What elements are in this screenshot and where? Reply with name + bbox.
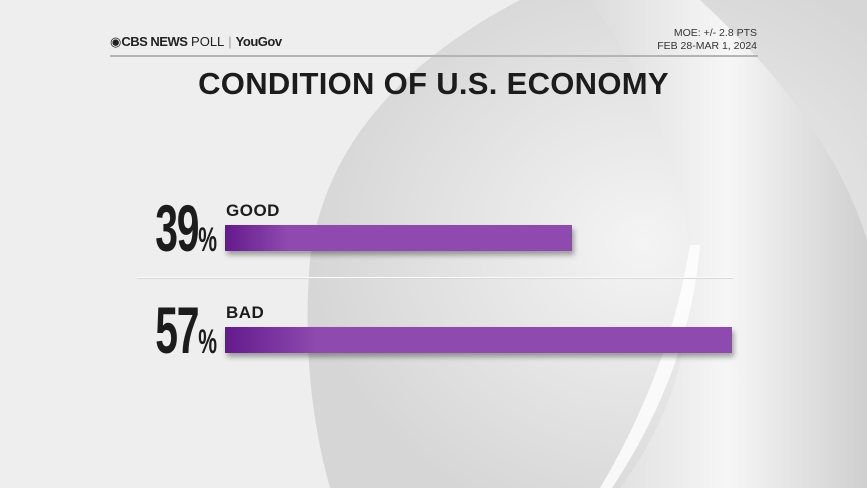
header-rule: [110, 55, 758, 57]
cbs-eye-icon: ◉: [110, 34, 122, 49]
value-label-good: 39%: [130, 190, 217, 266]
brand-suffix: POLL: [191, 34, 225, 49]
poll-info: MOE: +/- 2.8 PTS FEB 28-MAR 1, 2024: [657, 27, 757, 53]
percent-sign: %: [198, 323, 217, 361]
value-number: 39: [155, 191, 199, 265]
bar-good: [225, 225, 572, 251]
cbs-news-poll-logo: ◉CBS NEWS POLL | YouGov: [110, 34, 282, 49]
category-label-bad: BAD: [226, 303, 265, 322]
partner-logo: YouGov: [235, 34, 282, 49]
chart-title: CONDITION OF U.S. ECONOMY: [198, 66, 669, 101]
margin-of-error: MOE: +/- 2.8 PTS: [673, 27, 757, 39]
category-label-good: GOOD: [226, 201, 280, 220]
poll-dates: FEB 28-MAR 1, 2024: [657, 40, 757, 52]
percent-sign: %: [198, 221, 217, 259]
value-number: 57: [155, 293, 199, 367]
brand: CBS NEWS: [121, 34, 188, 49]
row-divider: [137, 277, 733, 278]
value-label-bad: 57%: [130, 292, 217, 368]
bar-bad: [225, 327, 732, 353]
